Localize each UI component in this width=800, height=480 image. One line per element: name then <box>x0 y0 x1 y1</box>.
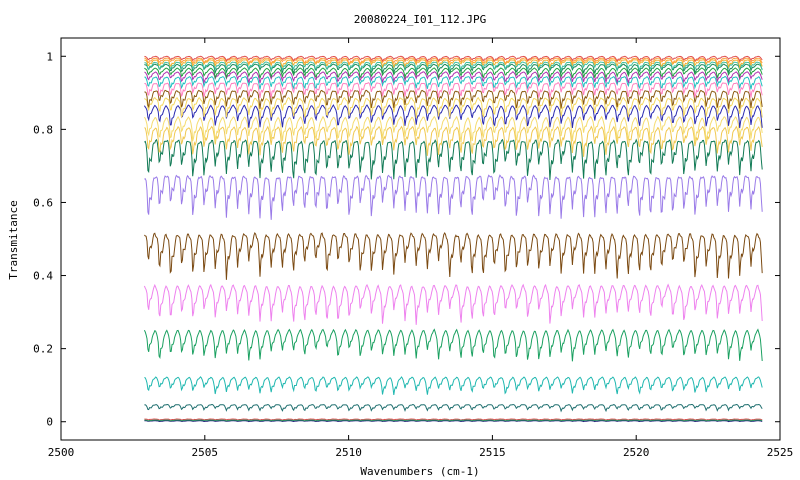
series-line <box>144 71 763 85</box>
series-line <box>143 115 763 143</box>
series-line <box>144 67 763 80</box>
series-line <box>144 138 763 181</box>
x-tick-label: 2505 <box>192 446 219 459</box>
series-line <box>144 61 763 73</box>
series-line <box>143 328 763 362</box>
y-tick-label: 0 <box>46 416 53 429</box>
series-line <box>144 403 763 413</box>
series-line <box>144 55 763 63</box>
axes-layer: 2500 2505 2510 2515 2520 2525 0 0.2 0.4 0.6 0.8 1 <box>33 38 793 459</box>
series-line <box>144 231 763 280</box>
series-line <box>143 283 763 325</box>
series-line <box>144 174 763 220</box>
x-tick-label: 2515 <box>479 446 506 459</box>
series-line <box>144 420 763 423</box>
series-line <box>144 96 763 119</box>
y-tick-label: 0.4 <box>33 270 53 283</box>
y-tick-label: 0.8 <box>33 123 53 136</box>
x-tick-label: 2510 <box>335 446 362 459</box>
series-line <box>144 418 763 421</box>
plot-frame <box>60 37 781 441</box>
y-tick-label: 0.6 <box>33 196 53 209</box>
x-tick-label: 2500 <box>48 446 75 459</box>
y-axis-label: Transmitance <box>7 200 20 279</box>
x-tick-label: 2520 <box>623 446 650 459</box>
series-line <box>144 89 763 109</box>
series-line <box>143 104 763 129</box>
series-line <box>144 419 763 422</box>
chart-title: 20080224_I01_112.JPG <box>354 13 486 26</box>
series-line <box>144 57 763 66</box>
x-axis-label: Wavenumbers (cm-1) <box>360 465 479 478</box>
series-line <box>144 125 763 157</box>
series-layer <box>143 55 763 423</box>
x-tick-label: 2525 <box>767 446 794 459</box>
y-tick-label: 0.2 <box>33 343 53 356</box>
series-line <box>144 82 763 98</box>
series-line <box>144 75 763 90</box>
y-tick-label: 1 <box>46 50 53 63</box>
series-line <box>144 376 763 395</box>
